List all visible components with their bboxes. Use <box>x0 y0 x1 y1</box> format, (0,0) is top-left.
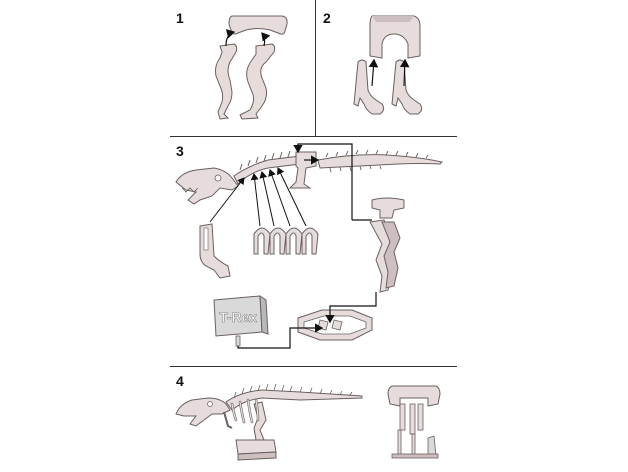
step-3-sign-connector <box>237 323 324 349</box>
step-3-base <box>297 309 373 341</box>
step-3-leg-base-connector <box>325 292 377 324</box>
divider-horizontal-1 <box>170 136 457 137</box>
step-1-hip-piece <box>228 15 288 35</box>
step-3-spine <box>233 150 301 185</box>
divider-horizontal-2 <box>170 366 457 367</box>
step-1-arrow-left <box>225 29 236 47</box>
step-3-sign: T-Rex <box>213 295 269 347</box>
step-3-arm-piece <box>199 223 231 279</box>
step-3-rib-arrow-4 <box>277 167 307 227</box>
step-1-right-leg <box>239 43 276 120</box>
step-3-rib-arrow-2 <box>259 171 275 227</box>
step-2-hip-assembly <box>369 15 421 59</box>
step-1-arrow-right <box>261 32 271 47</box>
divider-vertical-top <box>315 0 316 136</box>
step-2-arrow-right <box>399 58 410 87</box>
sign-text: T-Rex <box>219 309 257 325</box>
step-3-leg-assembly <box>369 197 405 293</box>
step-3-leg-connector <box>293 143 353 220</box>
step-3-arm-arrow <box>209 177 245 223</box>
step-4-assembled-side-view <box>175 383 363 461</box>
step-3-rib-arrow-3 <box>268 169 291 227</box>
step-2-number: 2 <box>323 10 331 26</box>
step-4-assembled-front-view <box>387 385 441 459</box>
step-2-right-leg <box>391 59 423 115</box>
step-3-skull <box>175 167 239 205</box>
step-3-tail <box>317 149 443 173</box>
step-4-number: 4 <box>176 373 184 389</box>
step-3-ribs <box>253 227 319 255</box>
step-3-number: 3 <box>176 143 184 159</box>
step-1-number: 1 <box>176 10 184 26</box>
step-3-rib-arrow-1 <box>250 173 261 227</box>
step-1-left-leg <box>215 43 238 120</box>
step-2-left-leg <box>353 59 385 115</box>
step-2-arrow-left <box>368 58 379 87</box>
